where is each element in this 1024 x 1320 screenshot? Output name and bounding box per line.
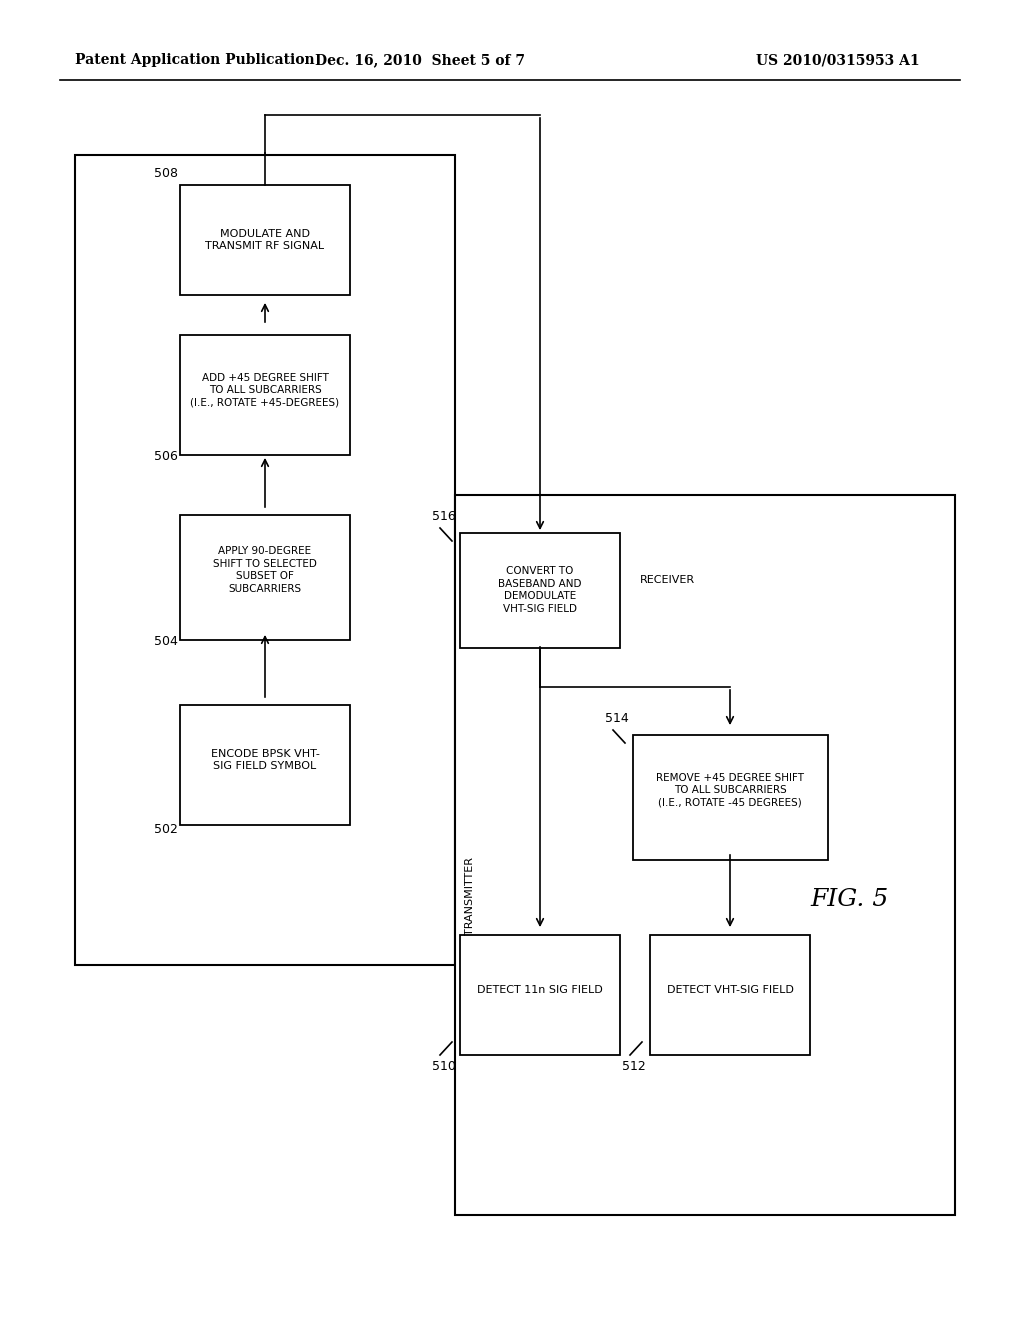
Text: ADD +45 DEGREE SHIFT
TO ALL SUBCARRIERS
(I.E., ROTATE +45-DEGREES): ADD +45 DEGREE SHIFT TO ALL SUBCARRIERS … — [190, 372, 340, 408]
Text: 508: 508 — [154, 168, 178, 180]
Bar — [180, 335, 350, 455]
Text: FIG. 5: FIG. 5 — [811, 888, 889, 912]
Bar — [75, 154, 455, 965]
Text: 506: 506 — [155, 450, 178, 463]
Text: 502: 502 — [155, 822, 178, 836]
Text: 512: 512 — [622, 1060, 646, 1073]
Text: CONVERT TO
BASEBAND AND
DEMODULATE
VHT-SIG FIELD: CONVERT TO BASEBAND AND DEMODULATE VHT-S… — [499, 566, 582, 614]
Bar — [460, 533, 620, 648]
Text: MODULATE AND
TRANSMIT RF SIGNAL: MODULATE AND TRANSMIT RF SIGNAL — [206, 228, 325, 251]
Text: RECEIVER: RECEIVER — [640, 576, 695, 585]
Text: 516: 516 — [432, 510, 456, 523]
Text: APPLY 90-DEGREE
SHIFT TO SELECTED
SUBSET OF
SUBCARRIERS: APPLY 90-DEGREE SHIFT TO SELECTED SUBSET… — [213, 546, 317, 594]
Text: 514: 514 — [605, 711, 629, 725]
Bar — [650, 935, 810, 1055]
Text: REMOVE +45 DEGREE SHIFT
TO ALL SUBCARRIERS
(I.E., ROTATE -45 DEGREES): REMOVE +45 DEGREE SHIFT TO ALL SUBCARRIE… — [656, 772, 804, 808]
Bar — [633, 735, 828, 861]
Text: Patent Application Publication: Patent Application Publication — [75, 53, 314, 67]
Text: ENCODE BPSK VHT-
SIG FIELD SYMBOL: ENCODE BPSK VHT- SIG FIELD SYMBOL — [211, 748, 319, 771]
Text: 504: 504 — [155, 635, 178, 648]
Bar — [455, 495, 955, 1214]
Text: DETECT VHT-SIG FIELD: DETECT VHT-SIG FIELD — [667, 985, 794, 995]
Text: 510: 510 — [432, 1060, 456, 1073]
Bar — [180, 515, 350, 640]
Text: DETECT 11n SIG FIELD: DETECT 11n SIG FIELD — [477, 985, 603, 995]
Text: TRANSMITTER: TRANSMITTER — [465, 857, 475, 935]
Bar — [180, 705, 350, 825]
Bar — [460, 935, 620, 1055]
Bar — [180, 185, 350, 294]
Text: Dec. 16, 2010  Sheet 5 of 7: Dec. 16, 2010 Sheet 5 of 7 — [315, 53, 525, 67]
Text: US 2010/0315953 A1: US 2010/0315953 A1 — [757, 53, 920, 67]
